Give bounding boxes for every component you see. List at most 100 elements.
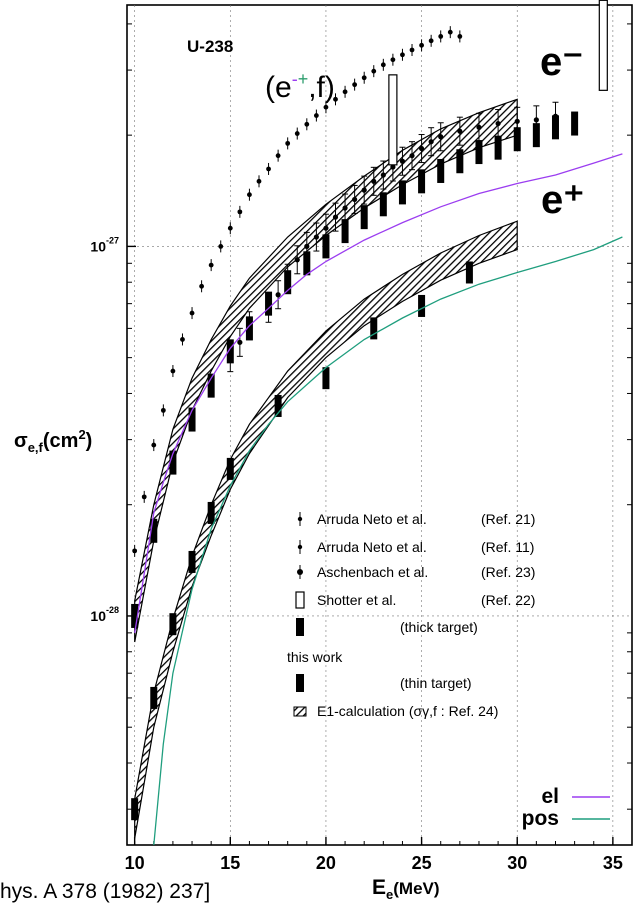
data-point-ref21 [380,62,386,68]
thin-target-marker [370,317,378,340]
thick-target-marker [150,518,158,543]
data-point-ref21 [342,89,348,95]
data-point-ref21 [333,96,338,102]
legend-label: Arruda Neto et al. [317,539,427,555]
data-point-ref21 [371,68,377,74]
thick-target-marker [284,270,292,295]
legend-label: E1-calculation (σγ,f : Ref. 24) [317,703,498,719]
overlay-legend-label: el [541,785,559,808]
data-point-ref21 [428,38,434,44]
data-point-ref21 [457,34,463,39]
legend-label: (thick target) [400,619,478,635]
data-point-ref21 [170,368,176,374]
legend-label: this work [287,649,343,665]
citation-text: hys. A 378 (1982) 237] [0,880,210,903]
data-point-ref21 [294,131,300,136]
data-point-ref21 [447,29,453,35]
data-point-ref21 [199,283,205,289]
thin-target-marker [169,613,177,636]
thick-target-marker [379,192,387,217]
data-point-ref21 [180,337,185,342]
thick-target-marker [494,135,502,160]
data-point-ref23 [514,118,520,124]
legend-marker-point [297,516,303,522]
thick-target-marker [513,127,521,152]
thick-target-marker [265,291,273,316]
legend-ref: (Ref. 11) [481,539,534,555]
data-point-ref21 [151,442,157,448]
shotter-marker [598,0,608,91]
data-point-ref21 [227,225,233,231]
data-point-ref21 [189,310,195,316]
thick-target-marker [475,140,483,165]
shotter-marker [388,74,398,166]
data-point-ref21 [285,140,291,146]
data-point-ref21 [160,407,166,413]
thick-target-marker [207,373,215,398]
curve-label-electron: e⁻ [540,40,583,84]
thick-target-marker [131,603,139,628]
data-point-ref21 [361,75,367,81]
thick-target-marker [437,158,445,183]
overlay-legend-label: pos [522,807,559,830]
thick-target-marker [456,149,464,174]
thick-target-marker [398,180,406,205]
thick-target-marker [226,339,234,364]
data-point-ref21 [208,262,214,268]
legend-label: Shotter et al. [317,592,396,608]
thick-target-marker [322,234,330,259]
data-point-ref21 [141,494,147,500]
thick-target-marker [303,251,311,276]
data-point-ref23 [352,196,358,203]
data-point-ref21 [400,52,405,58]
data-point-ref21 [132,548,138,554]
legend-marker-point [297,544,303,550]
thin-target-marker [131,798,139,821]
thick-target-marker [245,316,253,341]
data-point-ref21 [218,243,224,249]
data-point-ref23 [457,128,463,134]
data-point-ref21 [304,121,310,127]
data-point-ref21 [275,153,281,159]
curve-label-positron: e⁺ [541,178,584,222]
thin-target-marker [322,367,330,390]
data-point-ref23 [495,120,501,127]
data-point-ref23 [380,172,386,178]
data-point-ref23 [275,292,281,298]
y-axis-label: σe,f(cm2) [14,427,92,455]
nucleus-label: U-238 [187,37,233,56]
data-point-ref21 [419,42,424,48]
thin-target-marker [274,394,282,417]
data-point-ref21 [390,57,396,63]
data-point-ref23 [438,134,444,140]
data-point-ref23 [313,234,319,240]
thick-target-marker [341,219,349,244]
data-point-ref23 [361,187,367,193]
thick-target-marker [418,169,426,194]
x-tick-label: 35 [603,853,623,873]
data-point-ref21 [409,47,415,53]
legend-label: Arruda Neto et al. [317,511,427,527]
plot-frame [126,4,633,846]
data-point-ref23 [409,153,415,159]
data-point-ref21 [352,82,358,88]
data-point-ref21 [438,34,444,39]
data-point-ref23 [399,158,406,164]
data-point-ref23 [304,243,310,249]
x-tick-label: 15 [220,853,240,873]
legend-ref: (Ref. 23) [481,564,535,580]
legend-ref: (Ref. 22) [481,592,535,608]
data-point-ref23 [533,117,539,123]
thin-target-marker [418,294,426,317]
legend-marker-rect [296,618,304,636]
x-tick-label: 25 [412,853,432,873]
data-point-ref23 [294,257,300,263]
legend-label: (thin target) [400,675,472,691]
data-point-ref21 [313,113,319,118]
data-point-ref23 [418,145,425,152]
y-tick-label: 10-27 [90,235,119,254]
x-tick-label: 30 [507,853,527,873]
data-point-ref21 [323,104,329,110]
data-point-ref21 [237,209,243,215]
